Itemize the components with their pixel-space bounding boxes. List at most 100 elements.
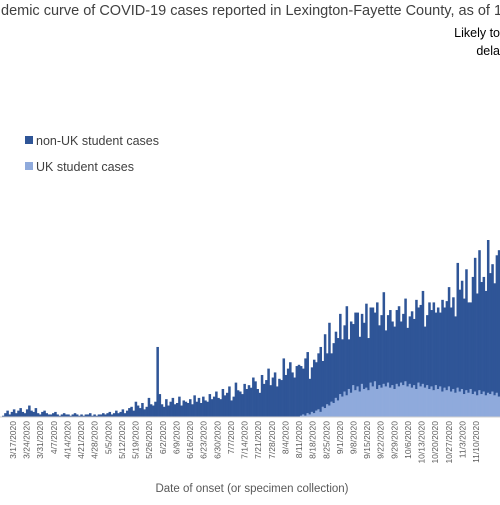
bar-non-uk — [360, 313, 364, 384]
bar-non-uk — [436, 307, 440, 389]
bar-uk — [326, 404, 329, 417]
bar-non-uk — [347, 339, 351, 389]
x-tick-label: 3/17/2020 — [8, 421, 18, 459]
bar-uk — [465, 390, 468, 417]
bar-non-uk — [232, 396, 236, 417]
bar-non-uk — [236, 390, 240, 417]
bar-non-uk — [345, 306, 349, 396]
bar-non-uk — [245, 388, 249, 417]
x-tick-label: 7/14/2020 — [240, 421, 250, 459]
bar-non-uk — [215, 391, 218, 417]
bar-non-uk — [184, 401, 188, 417]
bar-uk — [439, 386, 442, 417]
bar-uk — [489, 394, 492, 417]
x-tick-label: 11/3/2020 — [458, 421, 468, 458]
bar-non-uk — [84, 414, 88, 417]
bar-non-uk — [145, 406, 149, 417]
x-tick-label: 6/23/2020 — [199, 421, 209, 459]
bar-uk — [445, 390, 449, 417]
bar-non-uk — [343, 325, 346, 392]
bar-non-uk — [8, 414, 12, 417]
bar-non-uk — [280, 380, 283, 417]
bar-uk — [328, 405, 331, 417]
bar-uk — [421, 383, 425, 417]
bar-non-uk — [243, 383, 246, 417]
bar-uk — [367, 390, 370, 417]
bar-non-uk — [62, 413, 66, 417]
bar-non-uk — [212, 396, 216, 417]
bar-non-uk — [223, 395, 227, 417]
bar-uk — [436, 388, 440, 417]
bar-non-uk — [182, 400, 186, 417]
bar-uk — [397, 386, 401, 417]
bar-uk — [486, 392, 490, 417]
bar-non-uk — [73, 413, 77, 417]
bar-non-uk — [458, 289, 462, 392]
bar-non-uk — [134, 401, 138, 417]
bar-non-uk — [36, 413, 40, 417]
bar-non-uk — [143, 409, 146, 417]
bar-non-uk — [56, 414, 59, 417]
bar-uk — [402, 385, 405, 417]
bar-uk — [493, 395, 496, 417]
bar-non-uk — [473, 257, 477, 392]
bar-non-uk — [262, 383, 266, 417]
bar-non-uk — [58, 415, 62, 417]
bar-non-uk — [97, 414, 101, 417]
bar-non-uk — [32, 411, 35, 417]
bar-non-uk — [419, 304, 423, 387]
bar-non-uk — [493, 283, 496, 396]
bar-non-uk — [293, 377, 296, 417]
bar-non-uk — [363, 322, 366, 389]
bar-uk — [363, 388, 366, 417]
bar-non-uk — [38, 414, 42, 417]
bar-uk — [395, 383, 399, 417]
bar-uk — [430, 386, 433, 417]
x-tick-label: 4/28/2020 — [90, 421, 100, 459]
bar-non-uk — [165, 399, 168, 417]
bar-uk — [317, 409, 320, 417]
bar-non-uk — [369, 307, 373, 383]
bar-non-uk — [112, 413, 116, 417]
bar-non-uk — [352, 324, 355, 386]
bar-non-uk — [326, 353, 329, 405]
bar-non-uk — [95, 415, 99, 417]
bar-non-uk — [410, 311, 414, 388]
bar-non-uk — [445, 301, 449, 391]
bar-non-uk — [356, 312, 359, 387]
x-tick-label: 5/26/2020 — [144, 421, 154, 459]
bar-non-uk — [189, 399, 192, 417]
bar-non-uk — [426, 315, 429, 386]
bar-non-uk — [354, 312, 357, 391]
bar-uk — [306, 413, 309, 417]
bar-non-uk — [334, 331, 338, 398]
bar-uk — [428, 388, 431, 417]
bar-non-uk — [465, 269, 468, 391]
bar-uk — [434, 385, 438, 417]
bar-non-uk — [43, 410, 46, 417]
bar-uk — [376, 388, 379, 417]
bar-non-uk — [41, 411, 44, 417]
legend-swatch-uk — [25, 162, 33, 170]
bar-non-uk — [49, 414, 53, 417]
bar-non-uk — [297, 364, 301, 417]
bar-non-uk — [71, 414, 75, 417]
bar-uk — [352, 385, 355, 417]
x-tick-label: 4/14/2020 — [63, 421, 73, 459]
x-tick-label: 3/24/2020 — [22, 421, 32, 459]
bar-non-uk — [34, 408, 38, 417]
x-tick-label: 5/5/2020 — [103, 421, 113, 454]
bar-non-uk — [171, 397, 175, 417]
bar-non-uk — [310, 367, 314, 412]
bar-non-uk — [6, 410, 9, 417]
bar-non-uk — [230, 400, 233, 417]
bar-non-uk — [239, 391, 242, 417]
bar-non-uk — [69, 415, 72, 417]
bar-uk — [393, 388, 396, 417]
bar-non-uk — [132, 410, 135, 417]
bar-uk — [330, 401, 333, 417]
bar-non-uk — [149, 404, 153, 417]
bar-non-uk — [15, 413, 18, 417]
x-tick-label: 7/7/2020 — [226, 421, 236, 454]
